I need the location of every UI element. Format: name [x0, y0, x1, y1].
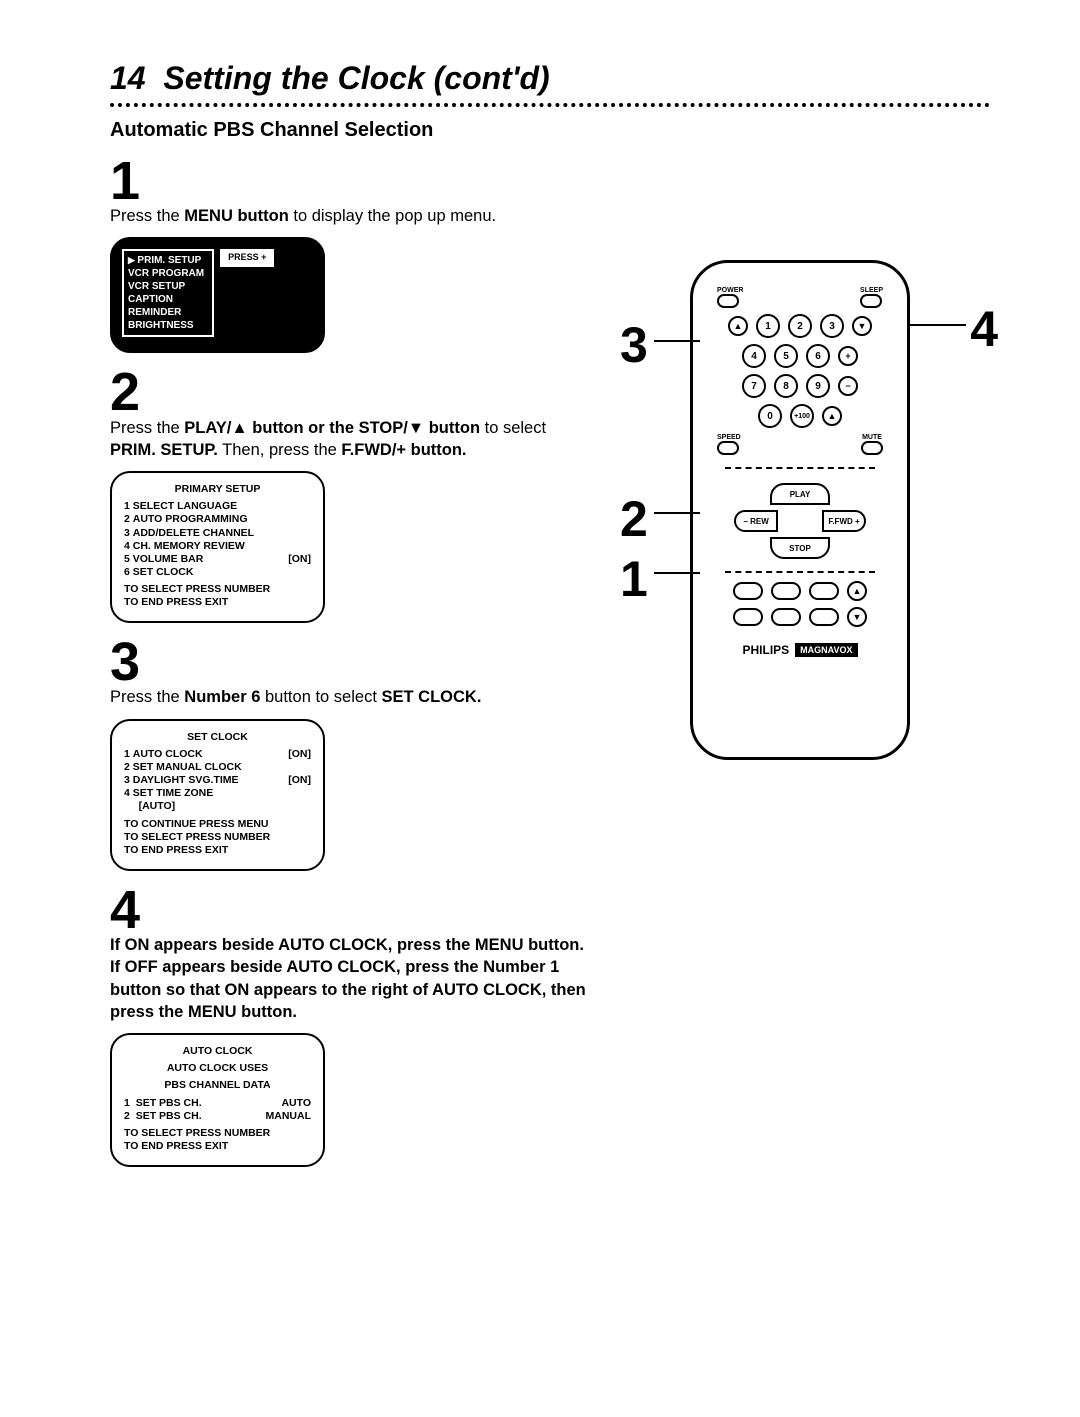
callout-3: 3: [620, 316, 648, 374]
key-9: 9: [806, 374, 830, 398]
step-1-number: 1: [110, 160, 590, 203]
key-5: 5: [774, 344, 798, 368]
status-button: [771, 608, 801, 626]
mute-button: [861, 441, 883, 455]
step-3-number: 3: [110, 641, 590, 684]
leader-3: [654, 340, 700, 342]
menu-panel-1: PRIM. SETUP VCR PROGRAM VCR SETUP CAPTIO…: [110, 237, 325, 353]
vol-down-button: −: [838, 376, 858, 396]
leader-4: [910, 324, 966, 326]
tape-divider: [725, 467, 875, 469]
key-plus100: +100: [790, 404, 814, 428]
up-arrow-button: ▲: [822, 406, 842, 426]
ch-down-button: ▼: [852, 316, 872, 336]
key-6: 6: [806, 344, 830, 368]
ffwd-button: F.FWD +: [822, 510, 866, 532]
menu-panel-2: PRIMARY SETUP 1 SELECT LANGUAGE 2 AUTO P…: [110, 471, 325, 623]
callout-2: 2: [620, 490, 648, 548]
step-1-text: Press the MENU button to display the pop…: [110, 205, 590, 227]
step-3-text: Press the Number 6 button to select SET …: [110, 686, 590, 708]
ch-up-button: ▲: [728, 316, 748, 336]
callout-4: 4: [970, 300, 998, 358]
page-title: 14 Setting the Clock (cont'd): [110, 60, 990, 97]
step-2-number: 2: [110, 371, 590, 414]
brand-bar: PHILIPS MAGNAVOX: [742, 643, 857, 657]
key-0: 0: [758, 404, 782, 428]
track-down-button: ▼: [847, 607, 867, 627]
vol-up-button: +: [838, 346, 858, 366]
step-4-number: 4: [110, 889, 590, 932]
menu-panel-4: AUTO CLOCK AUTO CLOCK USES PBS CHANNEL D…: [110, 1033, 325, 1167]
key-4: 4: [742, 344, 766, 368]
track-up-button: ▲: [847, 581, 867, 601]
power-button: [717, 294, 739, 308]
menu-panel-3: SET CLOCK 1 AUTO CLOCK[ON] 2 SET MANUAL …: [110, 719, 325, 871]
record-button: [733, 582, 763, 600]
subtitle: Automatic PBS Channel Selection: [110, 119, 990, 142]
rew-button: − REW: [734, 510, 778, 532]
key-8: 8: [774, 374, 798, 398]
transport-cluster: PLAY − REW F.FWD + STOP: [740, 483, 860, 559]
step-2-text: Press the PLAY/▲ button or the STOP/▼ bu…: [110, 417, 590, 462]
speed-button: [717, 441, 739, 455]
title-text: Setting the Clock (cont'd): [163, 60, 549, 96]
pause-button: [809, 582, 839, 600]
remote-body: POWER SLEEP ▲ 1 2 3 ▼ 4 5 6 + 7 8 9 −: [690, 260, 910, 760]
callout-1: 1: [620, 550, 648, 608]
panel1-press-plus: PRESS +: [220, 249, 274, 266]
leader-2: [654, 512, 700, 514]
clear-button: [809, 608, 839, 626]
play-button: PLAY: [770, 483, 830, 505]
stop-button: STOP: [770, 537, 830, 559]
menu-button: [733, 608, 763, 626]
key-3: 3: [820, 314, 844, 338]
remote-illustration: POWER SLEEP ▲ 1 2 3 ▼ 4 5 6 + 7 8 9 −: [620, 260, 990, 820]
step-4-text: If ON appears beside AUTO CLOCK, press t…: [110, 934, 590, 1023]
sleep-button: [860, 294, 882, 308]
title-rule: [110, 103, 990, 107]
panel1-list: PRIM. SETUP VCR PROGRAM VCR SETUP CAPTIO…: [122, 249, 214, 337]
key-2: 2: [788, 314, 812, 338]
key-1: 1: [756, 314, 780, 338]
memory-button: [771, 582, 801, 600]
key-7: 7: [742, 374, 766, 398]
page-number: 14: [110, 60, 146, 96]
tape-divider-2: [725, 571, 875, 573]
leader-1: [654, 572, 700, 574]
left-column: 1 Press the MENU button to display the p…: [110, 160, 590, 1167]
